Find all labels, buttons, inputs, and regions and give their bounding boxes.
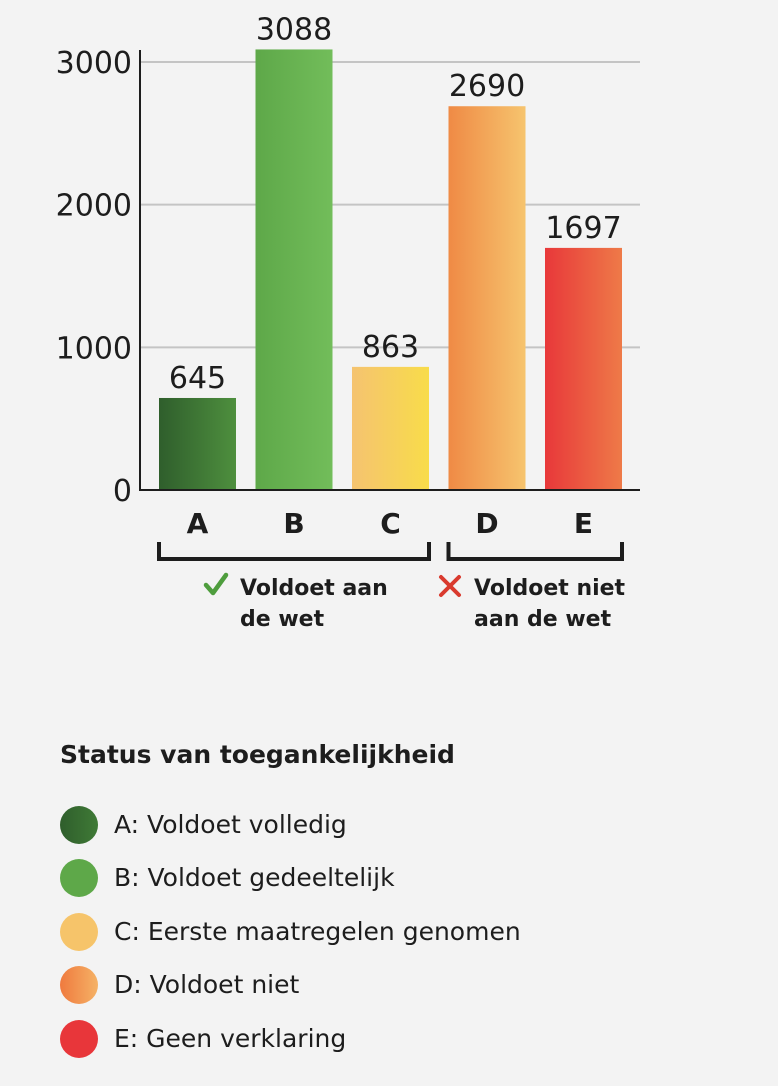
legend-label: C: Eerste maatregelen genomen bbox=[114, 916, 521, 946]
value-label: 3088 bbox=[256, 12, 332, 47]
category-label: D bbox=[475, 507, 498, 540]
legend-item: C: Eerste maatregelen genomen bbox=[60, 905, 750, 959]
bar-chart: 0 1000 2000 3000 645 A 3088 B 863 C 2690 D 1697 E Vol… bbox=[56, 12, 640, 632]
legend: Status van toegankelijkheid A: Voldoet v… bbox=[60, 738, 750, 1066]
legend-swatch-icon bbox=[60, 1019, 98, 1058]
group-label-line1: Voldoet aan bbox=[240, 576, 388, 601]
cross-icon bbox=[439, 575, 461, 597]
group-brackets: Voldoet aan de wet Voldoet niet aan de wet bbox=[157, 542, 626, 632]
value-label: 1697 bbox=[545, 211, 621, 246]
value-label: 645 bbox=[169, 361, 226, 396]
value-label: 863 bbox=[362, 330, 419, 365]
labels: 0 1000 2000 3000 645 A 3088 B 863 C 2690 D 1697 E bbox=[56, 12, 622, 540]
category-label: A bbox=[187, 507, 209, 540]
legend-items: A: Voldoet volledig B: Voldoet gedeelteli… bbox=[60, 798, 750, 1066]
value-label: 2690 bbox=[449, 69, 525, 104]
group-label-line2: aan de wet bbox=[474, 607, 612, 632]
bar-b bbox=[255, 49, 333, 490]
group-label-line2: de wet bbox=[240, 607, 325, 632]
legend-swatch-icon bbox=[60, 805, 98, 844]
bars bbox=[159, 49, 622, 490]
bar-d bbox=[448, 106, 526, 490]
category-label: E bbox=[574, 507, 593, 540]
category-label: C bbox=[380, 507, 401, 540]
legend-item: D: Voldoet niet bbox=[60, 959, 750, 1013]
legend-swatch-icon bbox=[60, 912, 98, 951]
y-tick-label: 3000 bbox=[56, 46, 132, 81]
legend-title: Status van toegankelijkheid bbox=[60, 740, 455, 769]
legend-label: E: Geen verklaring bbox=[114, 1023, 347, 1053]
bar-c bbox=[352, 366, 429, 490]
axes bbox=[139, 50, 640, 491]
group-bracket bbox=[446, 542, 624, 561]
check-icon bbox=[203, 572, 229, 596]
bar-e bbox=[545, 247, 622, 490]
category-label: B bbox=[283, 507, 304, 540]
legend-label: A: Voldoet volledig bbox=[114, 809, 347, 839]
group-bracket bbox=[157, 542, 431, 561]
y-tick-label: 2000 bbox=[56, 189, 132, 224]
legend-swatch-icon bbox=[60, 859, 98, 898]
y-tick-label: 1000 bbox=[56, 331, 132, 366]
legend-item: E: Geen verklaring bbox=[60, 1012, 750, 1066]
bar-a bbox=[159, 397, 236, 490]
group-label-line1: Voldoet niet bbox=[474, 576, 626, 601]
legend-label: D: Voldoet niet bbox=[114, 970, 300, 1000]
legend-label: B: Voldoet gedeeltelijk bbox=[114, 863, 395, 893]
legend-item: A: Voldoet volledig bbox=[60, 798, 750, 852]
legend-item: B: Voldoet gedeeltelijk bbox=[60, 852, 750, 906]
y-tick-label: 0 bbox=[113, 474, 132, 509]
legend-swatch-icon bbox=[60, 966, 98, 1005]
